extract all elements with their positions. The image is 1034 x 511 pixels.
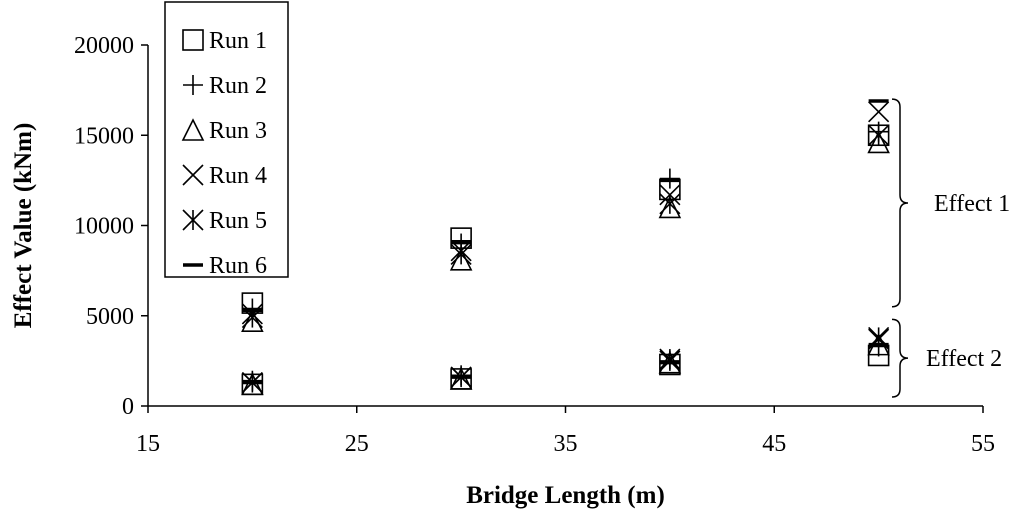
series-run-6 xyxy=(242,99,889,385)
brace xyxy=(891,318,909,398)
legend-entry-run-6: Run 6 xyxy=(183,253,267,279)
data-point xyxy=(659,193,681,215)
y-axis-title: Effect Value (kNm) xyxy=(10,123,37,329)
annotation-label: Effect 2 xyxy=(926,346,1002,372)
x-tick-label: 25 xyxy=(345,431,369,457)
annotation-label: Effect 1 xyxy=(934,191,1010,217)
x-tick-label: 15 xyxy=(136,431,160,457)
brace xyxy=(891,98,909,308)
legend-marker xyxy=(182,209,204,231)
legend-label: Run 1 xyxy=(209,28,267,54)
series-run-3 xyxy=(241,130,890,396)
series-run-1 xyxy=(241,124,890,396)
data-point xyxy=(449,367,473,390)
series-run-5 xyxy=(241,124,890,394)
series-run-2 xyxy=(242,121,889,391)
annotation-effect-2: Effect 2 xyxy=(891,318,1002,398)
legend-marker xyxy=(182,164,204,186)
y-tick-label: 15000 xyxy=(74,123,134,149)
legend-label: Run 3 xyxy=(209,118,267,144)
series-run-4 xyxy=(241,101,890,394)
data-point xyxy=(658,195,682,219)
x-ticks: 15 25 35 45 55 xyxy=(136,406,995,457)
data-point xyxy=(659,348,681,370)
legend-marker xyxy=(183,75,203,95)
effect-annotations: Effect 1 Effect 2 xyxy=(891,98,1010,398)
x-tick-label: 35 xyxy=(554,431,578,457)
data-points xyxy=(241,99,890,396)
legend-entry-run-4: Run 4 xyxy=(182,163,267,189)
legend-entry-run-2: Run 2 xyxy=(183,73,267,99)
data-point xyxy=(659,168,680,189)
data-point xyxy=(241,372,264,396)
y-tick-label: 5000 xyxy=(86,304,134,330)
legend-entry-run-3: Run 3 xyxy=(181,118,267,144)
data-point xyxy=(868,124,890,146)
legend-label: Run 2 xyxy=(209,73,267,99)
y-tick-label: 10000 xyxy=(74,214,134,240)
x-tick-label: 55 xyxy=(971,431,995,457)
legend-label: Run 5 xyxy=(209,208,267,234)
x-axis-title: Bridge Length (m) xyxy=(466,482,665,509)
data-point xyxy=(241,309,264,332)
legend-marker xyxy=(182,29,204,51)
y-ticks: 0 5000 10000 15000 20000 xyxy=(74,33,148,420)
legend-entry-run-1: Run 1 xyxy=(182,28,267,54)
data-point xyxy=(867,130,890,154)
x-tick-label: 45 xyxy=(762,431,786,457)
axes: 0 5000 10000 15000 20000 15 25 35 45 55 xyxy=(74,33,995,457)
legend-entry-run-5: Run 5 xyxy=(182,208,267,234)
legend-label: Run 6 xyxy=(209,253,267,279)
legend: Run 1 Run 2 Run 3 Run 4 Run 5 Run 6 xyxy=(164,1,289,279)
data-point xyxy=(450,243,472,265)
legend-marker xyxy=(181,118,205,141)
y-tick-label: 0 xyxy=(122,394,134,420)
legend-label: Run 4 xyxy=(209,163,267,189)
annotation-effect-1: Effect 1 xyxy=(891,98,1010,308)
data-point xyxy=(868,101,890,123)
y-tick-label: 20000 xyxy=(74,33,134,59)
